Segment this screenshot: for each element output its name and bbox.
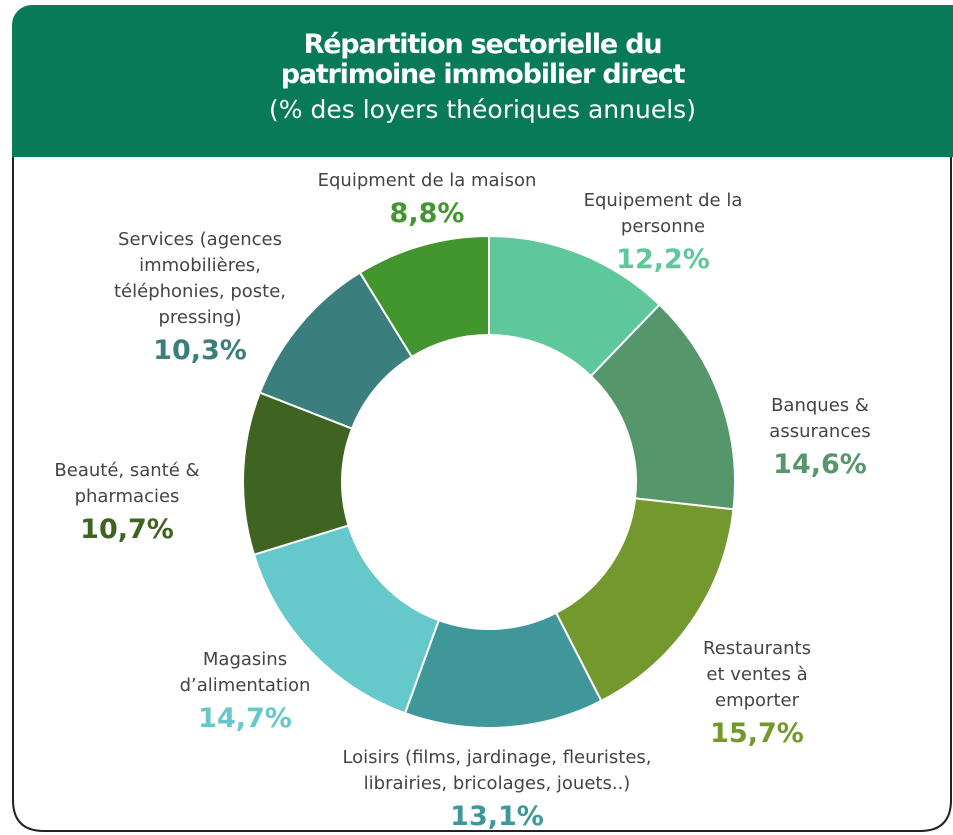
- category-label: Magasins d’alimentation: [179, 649, 311, 696]
- value-label: 10,3%: [153, 335, 247, 366]
- segment-label: Restaurants et ventes à emporter 15,7%: [692, 636, 822, 752]
- category-label: Equipement de la personne: [583, 190, 743, 237]
- category-label: Beauté, santé & pharmacies: [54, 460, 200, 507]
- header: Répartition sectorielle du patrimoine im…: [12, 5, 953, 157]
- value-label: 12,2%: [616, 244, 710, 275]
- category-label: Services (agences immobilières, téléphon…: [113, 229, 287, 328]
- segment-label: Equipement de la personne 12,2%: [548, 188, 778, 278]
- category-label: Equipment de la maison: [317, 170, 537, 191]
- chart-title: Répartition sectorielle du patrimoine im…: [280, 29, 686, 90]
- segment-label: Equipment de la maison 8,8%: [267, 168, 587, 232]
- category-label: Restaurants et ventes à emporter: [703, 638, 811, 711]
- segment-label: Beauté, santé & pharmacies 10,7%: [42, 458, 212, 548]
- segment-label: Magasins d’alimentation 14,7%: [150, 647, 340, 737]
- value-label: 13,1%: [450, 801, 544, 832]
- value-label: 10,7%: [80, 514, 174, 545]
- value-label: 14,7%: [198, 703, 292, 734]
- value-label: 15,7%: [710, 718, 804, 749]
- frame: [12, 157, 952, 832]
- category-label: Loisirs (films, jardinage, fleuristes, l…: [342, 747, 652, 794]
- donut-segment: [358, 234, 490, 359]
- value-label: 8,8%: [389, 198, 465, 229]
- value-label: 14,6%: [773, 449, 867, 480]
- chart-subtitle: (% des loyers théoriques annuels): [269, 95, 696, 124]
- segment-label: Loisirs (films, jardinage, fleuristes, l…: [302, 745, 692, 835]
- segment-label: Services (agences immobilières, téléphon…: [90, 227, 310, 369]
- segment-label: Banques & assurances 14,6%: [745, 393, 895, 483]
- category-label: Banques & assurances: [769, 395, 871, 442]
